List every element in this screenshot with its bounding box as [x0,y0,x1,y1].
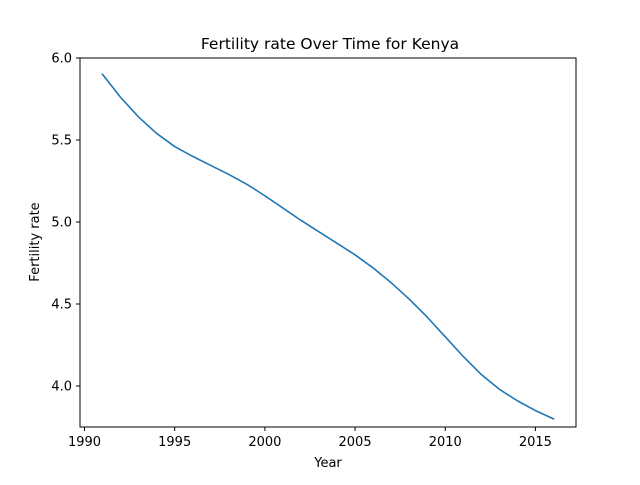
x-axis: 1990 1995 2000 2005 2010 2015 [68,427,552,450]
y-tick-label: 4.0 [51,380,72,395]
y-tick-label: 6.0 [51,52,72,67]
x-tick-label: 1990 [68,435,101,450]
x-tick-label: 2010 [429,435,462,450]
x-tick-label: 2015 [519,435,552,450]
x-axis-title: Year [313,456,342,471]
x-tick-label: 1995 [158,435,191,450]
y-tick-label: 5.0 [51,216,72,231]
y-tick-label: 5.5 [51,134,72,149]
chart-title: Fertility rate Over Time for Kenya [201,35,459,53]
y-tick-label: 4.5 [51,298,72,313]
x-tick-label: 2000 [248,435,281,450]
series-line-fertility-rate [103,74,554,418]
x-tick-label: 2005 [339,435,372,450]
y-axis-title: Fertility rate [28,202,43,281]
y-axis: 4.0 4.5 5.0 5.5 6.0 [51,52,80,395]
plot-frame [80,58,576,427]
